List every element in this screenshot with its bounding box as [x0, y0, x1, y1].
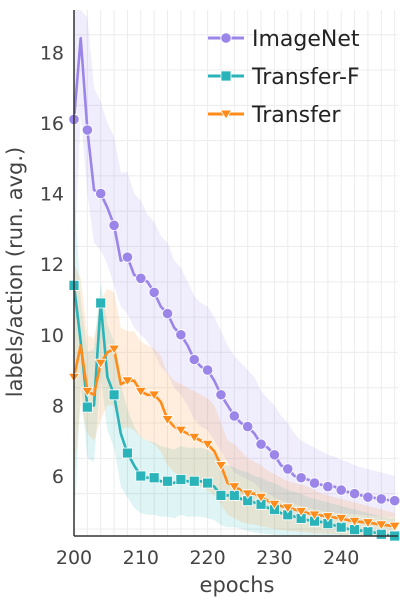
data-point-imagenet [188, 353, 200, 366]
data-point-transfer [294, 507, 308, 517]
legend-label-transfer: Transfer [251, 103, 341, 128]
data-point-transfer [321, 512, 335, 523]
x-tick-label: 220 [189, 547, 225, 569]
legend-label-imagenet: ImageNet [252, 27, 360, 52]
data-point-imagenet [348, 488, 361, 500]
data-point-imagenet [202, 364, 214, 376]
data-point-transfer-f [108, 389, 120, 401]
data-point-imagenet [308, 477, 321, 489]
data-point-transfer [334, 514, 348, 525]
y-tick-label: 18 [40, 42, 64, 64]
x-axis-title: epochs [200, 573, 275, 597]
data-point-transfer [308, 510, 321, 521]
y-axis-title: labels/action (run. avg.) [3, 147, 27, 397]
y-tick-label: 14 [40, 184, 64, 206]
data-point-transfer [134, 387, 148, 397]
data-point-imagenet [215, 389, 227, 401]
data-point-transfer [348, 516, 361, 527]
data-point-transfer [147, 390, 161, 401]
data-point-transfer [241, 489, 254, 500]
x-tick-label: 210 [123, 547, 159, 569]
data-point-imagenet [362, 491, 374, 503]
data-point-imagenet [282, 463, 294, 475]
data-point-transfer-f [135, 470, 147, 482]
band-transfer [74, 264, 395, 536]
legend: ImageNet Transfer-F Transfer [208, 27, 360, 128]
data-point-transfer-f [95, 297, 107, 309]
data-point-imagenet [148, 286, 160, 299]
data-point-imagenet [268, 449, 281, 461]
data-point-transfer-f [81, 401, 93, 413]
x-tick-label: 240 [323, 547, 359, 569]
data-point-transfer [121, 376, 134, 387]
data-point-transfer-f [335, 521, 347, 533]
data-point-imagenet [108, 219, 120, 231]
y-tick-label: 10 [40, 325, 64, 347]
data-point-transfer-f [188, 475, 200, 487]
grid [73, 10, 398, 536]
data-point-imagenet [375, 493, 387, 505]
data-point-imagenet [95, 187, 107, 200]
data-point-transfer [375, 520, 388, 531]
data-point-imagenet [335, 484, 347, 496]
legend-label-transfer-f: Transfer-F [251, 65, 360, 90]
data-point-imagenet [135, 272, 147, 284]
data-point-transfer-f [228, 490, 240, 501]
legend-marker-imagenet [220, 32, 232, 44]
data-point-imagenet [228, 410, 240, 422]
data-point-transfer [281, 503, 294, 514]
legend-marker-transfer [219, 109, 233, 120]
data-point-imagenet [161, 307, 174, 320]
data-point-transfer-f [215, 490, 227, 501]
y-tick-label: 6 [52, 466, 64, 488]
x-tick-labels: 200 210 220 230 240 [56, 547, 359, 569]
data-point-transfer [361, 518, 375, 529]
data-point-transfer-f [202, 477, 214, 489]
data-point-transfer [81, 387, 94, 397]
data-point-imagenet [81, 124, 93, 136]
y-tick-label: 16 [40, 113, 64, 135]
data-point-transfer [188, 432, 201, 443]
band-transfer-f [74, 186, 395, 536]
data-point-transfer [161, 415, 174, 426]
data-point-transfer [107, 344, 121, 355]
data-point-transfer [254, 492, 268, 503]
x-tick-label: 200 [56, 547, 92, 569]
data-point-imagenet [121, 251, 134, 263]
data-point-transfer [174, 425, 188, 436]
data-point-transfer-f [349, 524, 360, 536]
data-point-imagenet [295, 472, 307, 484]
data-point-transfer [228, 482, 241, 493]
data-point-transfer-f [375, 528, 387, 540]
data-point-imagenet [322, 480, 334, 493]
data-point-transfer [94, 358, 107, 369]
series-markers [67, 113, 400, 542]
y-tick-label: 12 [40, 254, 64, 276]
data-point-transfer-f [175, 474, 187, 485]
data-point-imagenet [242, 420, 254, 433]
data-point-transfer [388, 521, 400, 532]
data-point-transfer [268, 499, 281, 510]
data-point-transfer-f [162, 475, 173, 487]
data-point-transfer [201, 439, 214, 450]
axes [73, 10, 398, 537]
data-point-transfer-f [362, 526, 374, 538]
data-point-imagenet [175, 329, 187, 341]
y-tick-labels: 6 8 10 12 14 16 18 [40, 42, 64, 488]
data-point-transfer-f [148, 472, 160, 484]
y-tick-label: 8 [52, 395, 64, 417]
data-point-imagenet [255, 438, 267, 450]
legend-marker-transfer-f [220, 70, 232, 82]
data-point-imagenet [389, 495, 400, 507]
x-tick-label: 230 [256, 547, 292, 569]
data-point-transfer [214, 461, 228, 472]
data-point-transfer-f [122, 447, 133, 459]
